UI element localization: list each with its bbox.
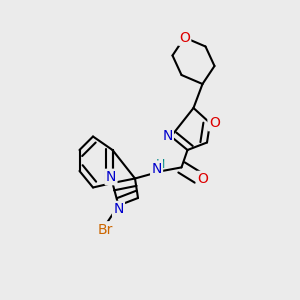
Text: N: N <box>106 170 116 184</box>
Text: N: N <box>152 162 162 176</box>
Text: O: O <box>197 172 208 186</box>
Text: O: O <box>179 31 190 44</box>
Text: Br: Br <box>97 223 113 236</box>
Text: H: H <box>156 158 165 171</box>
Text: N: N <box>113 202 124 216</box>
Text: N: N <box>162 130 172 143</box>
Text: O: O <box>209 116 220 130</box>
